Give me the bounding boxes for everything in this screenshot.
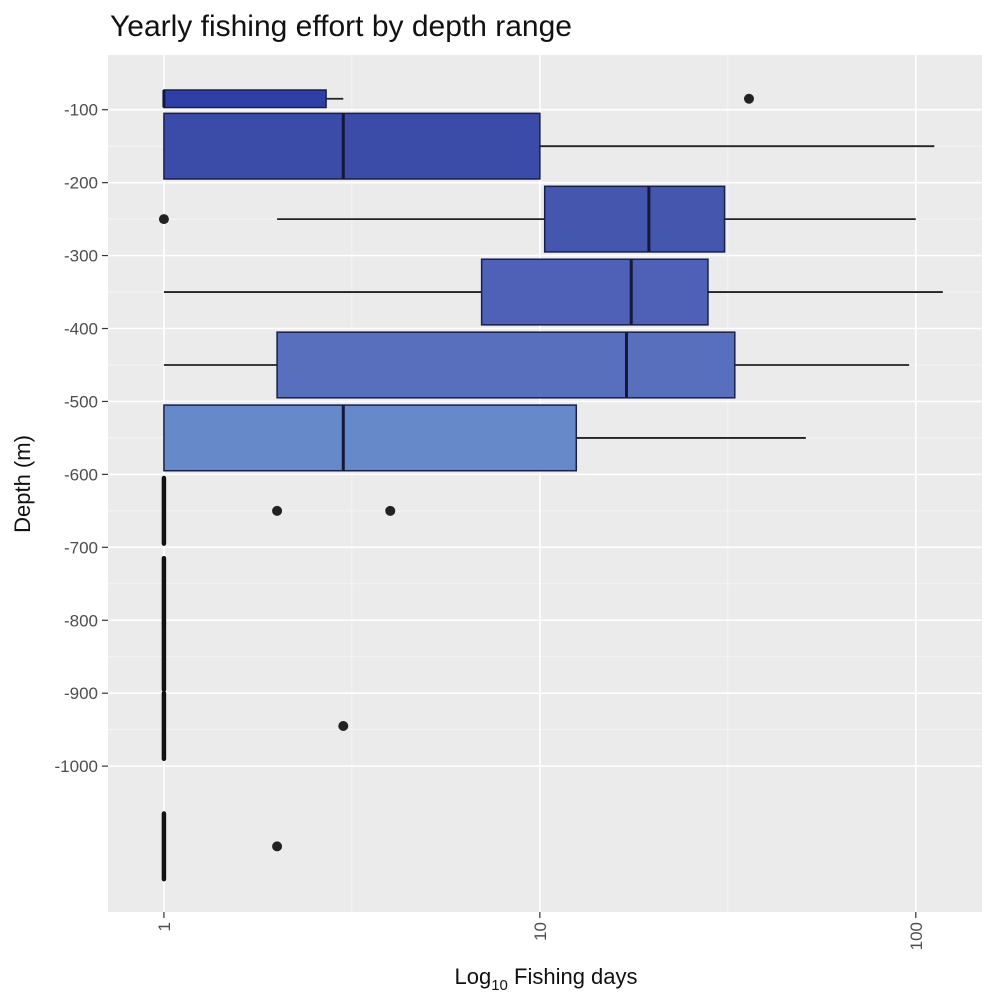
- outlier-point: [272, 841, 283, 852]
- box-group: [162, 89, 754, 109]
- y-axis-title: Depth (m): [10, 435, 35, 533]
- box-rect: [163, 404, 578, 472]
- box-group: [158, 185, 916, 253]
- box-group: [163, 112, 935, 180]
- x-tick-label: 1: [155, 922, 174, 931]
- x-axis-title-subscript: 10: [491, 977, 508, 994]
- y-tick-label: -900: [64, 684, 98, 703]
- box-group: [161, 811, 283, 882]
- y-tick-label: -400: [64, 320, 98, 339]
- box-layer: [158, 89, 943, 882]
- y-tick-label: -300: [64, 247, 98, 266]
- outlier-point: [158, 214, 169, 225]
- x-axis-title-prefix: Log: [454, 964, 491, 989]
- y-tick-label: -500: [64, 392, 98, 411]
- y-axis: -100 -200 -300 -400 -500 -600 -700 -800 -900 -100…: [55, 101, 108, 776]
- box-rect: [163, 89, 327, 109]
- box-group: [163, 258, 943, 326]
- box-group: [161, 475, 396, 546]
- grid-major-lines: [108, 55, 982, 912]
- box-group: [163, 404, 806, 472]
- x-axis-title: Log10 Fishing days: [454, 964, 637, 994]
- y-tick-label: -700: [64, 538, 98, 557]
- box-group: [161, 690, 349, 762]
- plot-panel: [108, 55, 982, 912]
- x-tick-label: 100: [907, 922, 926, 950]
- y-tick-label: -800: [64, 611, 98, 630]
- box-rect: [276, 331, 736, 399]
- x-axis-title-suffix: Fishing days: [508, 964, 638, 989]
- box-rect: [163, 112, 541, 180]
- chart-title: Yearly fishing effort by depth range: [110, 10, 572, 43]
- x-tick-label: 10: [531, 922, 550, 941]
- y-tick-label: -200: [64, 174, 98, 193]
- y-tick-label: -100: [64, 101, 98, 120]
- box-rect: [480, 258, 709, 326]
- outlier-point: [385, 505, 396, 516]
- box-group: [163, 331, 910, 399]
- box-rect: [543, 185, 726, 253]
- y-tick-label: -1000: [55, 757, 98, 776]
- x-axis: 1 10 100: [155, 912, 926, 950]
- outlier-point: [338, 721, 349, 732]
- outlier-point: [272, 505, 283, 516]
- outlier-point: [743, 93, 754, 104]
- y-tick-label: -600: [64, 465, 98, 484]
